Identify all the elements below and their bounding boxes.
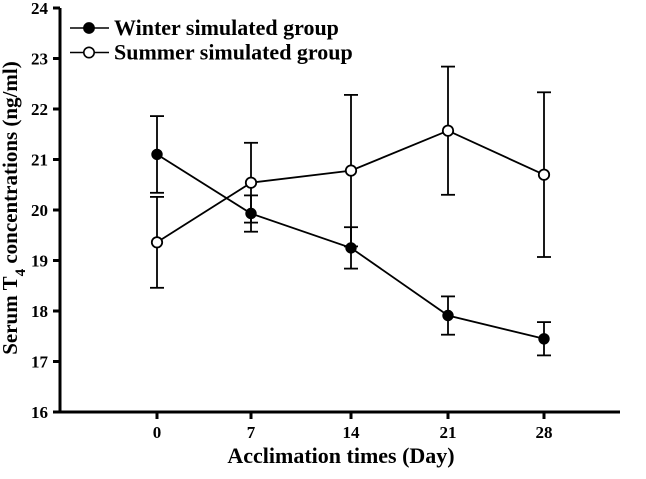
svg-text:18: 18: [31, 302, 48, 321]
svg-text:17: 17: [31, 353, 49, 372]
svg-text:Acclimation times (Day): Acclimation times (Day): [227, 443, 454, 468]
svg-text:20: 20: [31, 201, 48, 220]
svg-text:24: 24: [31, 0, 49, 18]
svg-text:19: 19: [31, 252, 48, 271]
svg-text:14: 14: [343, 423, 361, 442]
svg-text:21: 21: [440, 423, 457, 442]
svg-text:21: 21: [31, 151, 48, 170]
svg-text:16: 16: [31, 403, 48, 422]
svg-text:Summer simulated group: Summer simulated group: [114, 40, 353, 65]
svg-text:22: 22: [31, 100, 48, 119]
svg-text:0: 0: [153, 423, 162, 442]
svg-text:28: 28: [536, 423, 553, 442]
svg-text:Serum T4 concentrations (ng/ml: Serum T4 concentrations (ng/ml): [0, 61, 29, 355]
svg-text:7: 7: [247, 423, 256, 442]
svg-text:Winter simulated group: Winter simulated group: [114, 15, 339, 40]
svg-text:23: 23: [31, 50, 48, 69]
